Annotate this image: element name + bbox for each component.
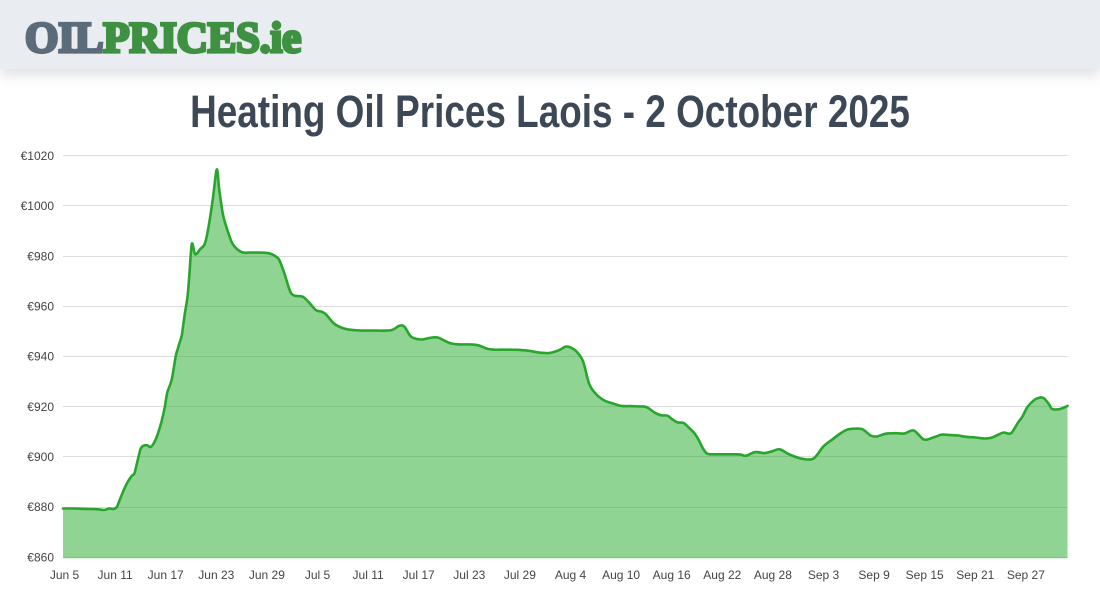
svg-text:Jun 29: Jun 29 — [249, 568, 285, 582]
svg-text:Sep 9: Sep 9 — [858, 568, 890, 582]
svg-text:€960: €960 — [27, 300, 54, 314]
svg-text:€900: €900 — [27, 450, 54, 464]
svg-text:€920: €920 — [27, 400, 54, 414]
svg-text:Jun 11: Jun 11 — [98, 568, 133, 582]
svg-text:€940: €940 — [27, 350, 54, 364]
svg-text:€1000: €1000 — [21, 199, 55, 213]
svg-text:Jul 17: Jul 17 — [403, 568, 435, 582]
svg-text:Sep 3: Sep 3 — [808, 568, 840, 582]
svg-text:Jul 29: Jul 29 — [504, 568, 536, 582]
svg-text:€860: €860 — [27, 550, 54, 564]
svg-text:Jul 11: Jul 11 — [353, 568, 384, 582]
svg-text:Jul 5: Jul 5 — [305, 568, 331, 582]
svg-text:Jun 23: Jun 23 — [198, 568, 234, 582]
svg-text:€880: €880 — [27, 500, 54, 514]
svg-text:Sep 15: Sep 15 — [906, 568, 944, 582]
svg-text:Sep 21: Sep 21 — [956, 568, 994, 582]
svg-text:Aug 16: Aug 16 — [653, 568, 691, 582]
svg-text:€1020: €1020 — [21, 149, 55, 163]
svg-text:Aug 22: Aug 22 — [703, 568, 741, 582]
svg-text:Jul 23: Jul 23 — [453, 568, 485, 582]
svg-text:€980: €980 — [27, 249, 54, 263]
svg-text:Aug 4: Aug 4 — [555, 568, 587, 582]
svg-text:Jun 5: Jun 5 — [50, 568, 80, 582]
svg-text:Sep 27: Sep 27 — [1007, 568, 1045, 582]
svg-text:Aug 28: Aug 28 — [754, 568, 792, 582]
svg-text:Jun 17: Jun 17 — [148, 568, 184, 582]
svg-text:Aug 10: Aug 10 — [602, 568, 640, 582]
